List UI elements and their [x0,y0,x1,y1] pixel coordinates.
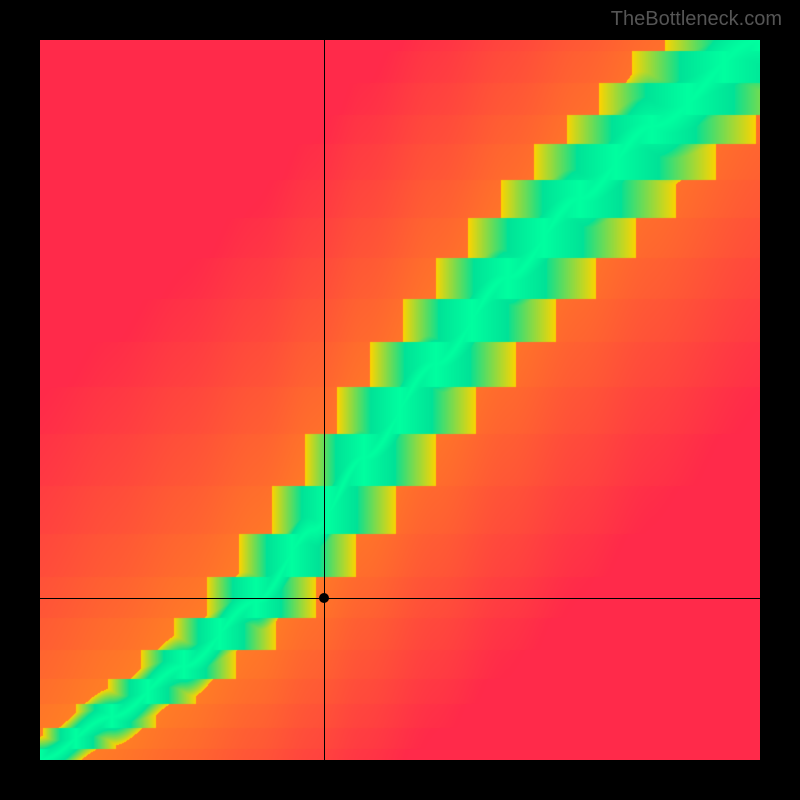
selection-marker [319,593,329,603]
heatmap-canvas [40,40,760,760]
crosshair-horizontal [40,598,760,599]
crosshair-vertical [324,40,325,760]
watermark-text: TheBottleneck.com [611,8,782,31]
heatmap-plot [40,40,760,760]
